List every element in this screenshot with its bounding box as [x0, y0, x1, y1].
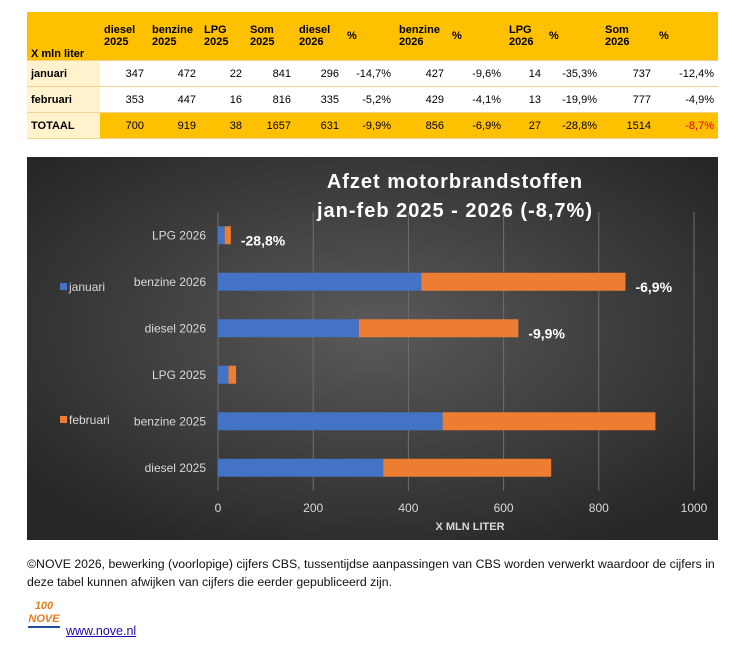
header-cell: LPG 2025: [200, 12, 246, 61]
bar: [218, 226, 225, 245]
table-cell: 38: [200, 112, 246, 139]
table-cell: -14,7%: [343, 60, 395, 87]
table-row: januari 347 472 22 841 296 -14,7% 427 -9,6% 14 -35…: [27, 60, 718, 87]
table-cell: 631: [295, 112, 343, 139]
bar: [383, 458, 552, 477]
y-tick-label: diesel 2025: [145, 461, 207, 475]
bar: [218, 365, 229, 384]
x-tick-label: 600: [494, 501, 514, 515]
x-tick-label: 400: [398, 501, 418, 515]
table-row: TOTAAL 700 919 38 1657 631 -9,9% 856 -6,9% 27 -28,…: [27, 112, 718, 139]
legend-swatch: [60, 283, 67, 290]
table-cell: TOTAAL: [27, 112, 100, 139]
table-cell: 427: [395, 60, 448, 87]
y-tick-label: LPG 2026: [152, 228, 206, 242]
table-cell: 1514: [601, 112, 655, 139]
legend-swatch: [60, 416, 67, 423]
table-cell: -9,6%: [448, 60, 505, 87]
table-cell: -4,1%: [448, 86, 505, 113]
table-cell: 816: [246, 86, 295, 113]
logo-bottom: NOVE: [28, 613, 60, 625]
table-cell: -28,8%: [545, 112, 601, 139]
header-cell: LPG 2026: [505, 12, 545, 61]
y-tick-label: benzine 2026: [134, 275, 206, 289]
header-cell: %: [448, 12, 505, 61]
table-cell: 353: [100, 86, 148, 113]
chart-subtitle: jan-feb 2025 - 2026 (-8,7%): [316, 200, 593, 222]
table-cell: 447: [148, 86, 200, 113]
x-axis-label: X MLN LITER: [435, 521, 504, 533]
y-tick-label: diesel 2026: [145, 321, 207, 335]
data-table: X mln liter diesel 2025 benzine 2025 LPG 20…: [27, 12, 718, 139]
table-cell: 737: [601, 60, 655, 87]
chart-title: Afzet motorbrandstoffen: [327, 171, 583, 193]
table-cell: januari: [27, 60, 100, 87]
legend-label: januari: [68, 280, 105, 294]
annotation: -6,9%: [635, 279, 672, 295]
logo: 100 NOVE: [28, 600, 60, 628]
annotation: -9,9%: [528, 325, 565, 341]
table-cell: -12,4%: [655, 60, 718, 87]
bar: [421, 272, 626, 291]
table-cell: 16: [200, 86, 246, 113]
bar: [358, 319, 519, 338]
annotation: -28,8%: [241, 232, 286, 248]
table-cell: 13: [505, 86, 545, 113]
header-cell: diesel 2026: [295, 12, 343, 61]
table-cell: 1657: [246, 112, 295, 139]
header-cell: %: [343, 12, 395, 61]
x-tick-label: 200: [303, 501, 323, 515]
x-tick-label: 0: [215, 501, 222, 515]
x-tick-label: 800: [589, 501, 609, 515]
table-cell: -8,7%: [655, 112, 718, 139]
bar: [442, 412, 656, 431]
table-cell: 347: [100, 60, 148, 87]
table-cell: 700: [100, 112, 148, 139]
table-cell: 335: [295, 86, 343, 113]
bar: [218, 319, 359, 338]
table-cell: -9,9%: [343, 112, 395, 139]
header-cell: benzine 2025: [148, 12, 200, 61]
table-cell: 296: [295, 60, 343, 87]
bar: [224, 226, 231, 245]
bar: [228, 365, 237, 384]
table-cell: -6,9%: [448, 112, 505, 139]
logo-top: 100: [34, 600, 54, 612]
header-cell: %: [655, 12, 718, 61]
table-cell: 429: [395, 86, 448, 113]
header-row: X mln liter diesel 2025 benzine 2025 LPG 20…: [27, 12, 718, 61]
table-cell: -19,9%: [545, 86, 601, 113]
header-cell: diesel 2025: [100, 12, 148, 61]
table-cell: 472: [148, 60, 200, 87]
bar: [218, 412, 443, 431]
bar: [218, 458, 384, 477]
table-cell: 27: [505, 112, 545, 139]
legend-label: februari: [69, 413, 110, 427]
table-cell: -4,9%: [655, 86, 718, 113]
table-row: februari 353 447 16 816 335 -5,2% 429 -4,1% 13 -19…: [27, 86, 718, 113]
footnote: ©NOVE 2026, bewerking (voorlopige) cijfe…: [27, 557, 715, 589]
table-cell: 22: [200, 60, 246, 87]
y-tick-label: LPG 2025: [152, 368, 206, 382]
table-cell: 919: [148, 112, 200, 139]
header-cell: X mln liter: [27, 12, 100, 61]
table-cell: 856: [395, 112, 448, 139]
website-link[interactable]: www.nove.nl: [66, 624, 137, 638]
table-cell: 777: [601, 86, 655, 113]
table-cell: 14: [505, 60, 545, 87]
header-cell: Som 2026: [601, 12, 655, 61]
header-cell: Som 2025: [246, 12, 295, 61]
y-tick-label: benzine 2025: [134, 414, 206, 428]
table-cell: 841: [246, 60, 295, 87]
bar: [218, 272, 422, 291]
x-tick-label: 1000: [681, 501, 708, 515]
table-cell: -35,3%: [545, 60, 601, 87]
table-cell: -5,2%: [343, 86, 395, 113]
table-cell: februari: [27, 86, 100, 113]
header-cell: benzine 2026: [395, 12, 448, 61]
header-cell: %: [545, 12, 601, 61]
